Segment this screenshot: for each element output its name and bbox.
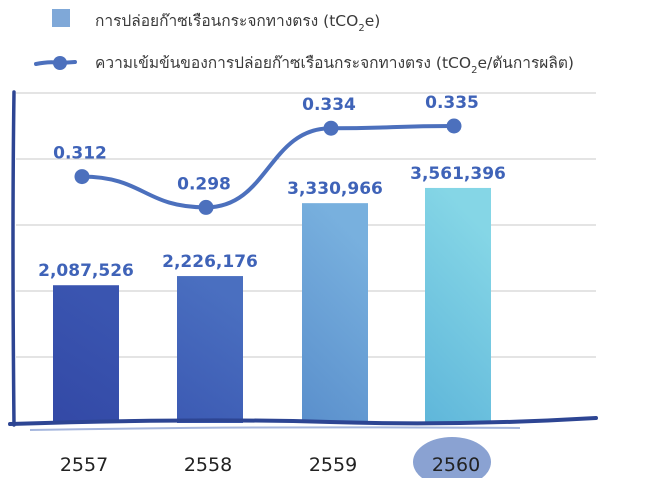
intensity-line — [74, 118, 462, 215]
chart-frame — [8, 90, 598, 431]
legend: การปล่อยก๊าซเรือนกระจกทางตรง (tCO2e) ควา… — [34, 9, 574, 76]
intensity-line-path — [80, 124, 456, 210]
bar-value-label-2558: 2,226,176 — [162, 252, 258, 272]
value-labels: 2,087,526 2,226,176 3,330,966 3,561,396 0.31… — [38, 93, 506, 281]
intensity-point-2557 — [74, 169, 90, 185]
line-value-label-2560: 0.335 — [425, 93, 479, 113]
line-value-label-2558: 0.298 — [177, 174, 231, 194]
legend-bar-label: การปล่อยก๊าซเรือนกระจกทางตรง (tCO2e) — [95, 12, 380, 34]
intensity-point-2559 — [323, 120, 339, 136]
x-tick-2560: 2560 — [432, 454, 480, 476]
legend-line-label: ความเข้มข้นของการปล่อยก๊าซเรือนกระจกทางต… — [95, 54, 574, 76]
x-axis-ticks: 2557 2558 2559 2560 — [60, 454, 480, 476]
highlight-blob — [413, 437, 491, 478]
line-value-label-2559: 0.334 — [302, 95, 356, 115]
intensity-point-2560 — [446, 118, 462, 134]
bar-2558 — [177, 276, 243, 423]
bars — [53, 187, 491, 423]
legend-line-marker — [53, 56, 67, 70]
bar-value-label-2560: 3,561,396 — [410, 164, 506, 184]
x-tick-2559: 2559 — [309, 454, 357, 476]
bar-2560 — [425, 187, 491, 423]
bar-value-label-2559: 3,330,966 — [287, 179, 383, 199]
legend-bar-swatch — [52, 9, 70, 27]
x-tick-2557: 2557 — [60, 454, 108, 476]
line-value-label-2557: 0.312 — [53, 144, 107, 164]
bar-2559 — [302, 203, 368, 423]
bar-2557 — [53, 285, 119, 423]
x-tick-2558: 2558 — [184, 454, 232, 476]
intensity-point-2558 — [198, 199, 214, 215]
bar-value-label-2557: 2,087,526 — [38, 261, 134, 281]
